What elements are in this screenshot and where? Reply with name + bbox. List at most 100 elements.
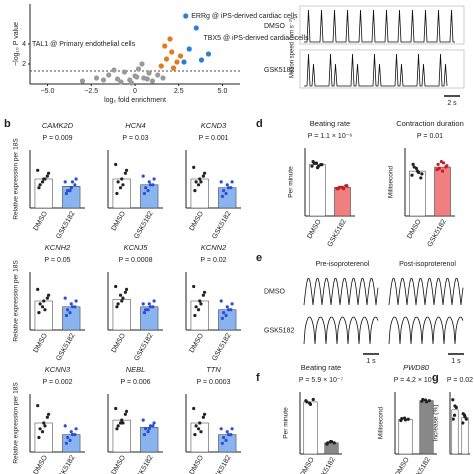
p-value: P = 0.002 [42, 379, 72, 386]
dot [74, 177, 78, 181]
dot [69, 186, 73, 190]
data-point [186, 46, 192, 52]
dot [440, 169, 445, 173]
dot [36, 404, 40, 408]
dot [64, 313, 69, 318]
scale-label: 2 s [447, 100, 457, 107]
y-axis-label: Millisecond [378, 407, 385, 440]
category-label: GSK5182 [55, 210, 76, 240]
data-point [79, 78, 86, 84]
dot [73, 305, 77, 309]
dot [417, 170, 421, 175]
dot [201, 293, 205, 297]
category-label: DMSO [189, 332, 206, 354]
dot [116, 180, 120, 184]
dot [451, 398, 455, 402]
dot [152, 299, 156, 303]
dot [220, 194, 225, 198]
category-label: DMSO [111, 332, 128, 354]
panel-letter: e [256, 252, 262, 264]
dot [193, 313, 197, 318]
dot [38, 302, 42, 306]
panel-title: PWD80 [403, 363, 430, 372]
dot [225, 430, 229, 434]
panel-letter: b [4, 118, 11, 130]
dot [116, 424, 120, 428]
dot [196, 183, 201, 187]
dot [198, 421, 202, 425]
dot [69, 302, 73, 306]
dot [115, 305, 119, 309]
dot [219, 299, 223, 303]
bar [419, 400, 434, 455]
data-point [174, 59, 180, 65]
data-point [144, 76, 150, 82]
bar [218, 309, 237, 331]
bar [409, 170, 426, 217]
dot [116, 302, 120, 306]
data-point [139, 61, 145, 67]
dot [201, 415, 205, 419]
dot [66, 308, 70, 312]
dot [63, 296, 67, 300]
dot [219, 427, 223, 431]
category-label: DMSO [406, 218, 423, 240]
dot [445, 164, 449, 168]
dot [224, 191, 228, 196]
category-label: GSK5182 [327, 218, 348, 248]
category-label: DMSO [394, 456, 411, 474]
dot [40, 430, 45, 434]
p-value: P = 0.02 [447, 377, 473, 384]
bar [112, 299, 131, 331]
dot [225, 305, 229, 309]
dot [147, 180, 151, 184]
panel-title: KCNN2 [201, 243, 227, 252]
dot [36, 287, 40, 291]
trace [304, 53, 448, 87]
data-point [193, 25, 199, 31]
dot [114, 284, 118, 289]
y-axis-label: Relative expression per 18S [13, 138, 20, 220]
dot [311, 397, 315, 402]
dot [121, 421, 125, 425]
dot [196, 308, 201, 312]
dot [114, 406, 118, 411]
panel-title: CAMK2D [42, 121, 74, 130]
x-tick-label: 2.5 [174, 88, 184, 95]
p-value: P = 0.03 [122, 135, 148, 142]
dot [141, 302, 145, 306]
data-point [134, 74, 140, 80]
annotation: TBX5 @ iPS-derived cardiac cells [204, 35, 310, 42]
y-axis-label: Per minute [288, 166, 295, 198]
category-label: DMSO [33, 332, 50, 354]
dot [230, 302, 234, 306]
dot [37, 435, 41, 440]
data-point [93, 75, 100, 81]
dot [437, 166, 441, 170]
dot [114, 162, 118, 167]
dot [222, 435, 226, 440]
panel-title: TTN [206, 365, 221, 374]
p-value: P = 0.009 [42, 135, 72, 142]
dot [199, 302, 203, 306]
dot [46, 412, 51, 416]
category-label: DMSO [299, 456, 316, 474]
dot [46, 293, 51, 297]
dot [68, 438, 72, 442]
y-axis-label: Millisecond [388, 166, 395, 199]
p-value: P = 0.01 [417, 133, 443, 140]
dot [73, 433, 77, 437]
data-point [167, 36, 173, 42]
dot [43, 177, 47, 181]
dot [222, 311, 226, 315]
dot [141, 418, 145, 422]
dot [68, 189, 72, 193]
dot [70, 180, 75, 184]
panel-letter: d [256, 118, 263, 130]
dot [332, 441, 336, 445]
dot [229, 186, 233, 190]
category-label: DMSO [33, 454, 50, 474]
dot [226, 433, 231, 437]
dot [451, 417, 455, 421]
